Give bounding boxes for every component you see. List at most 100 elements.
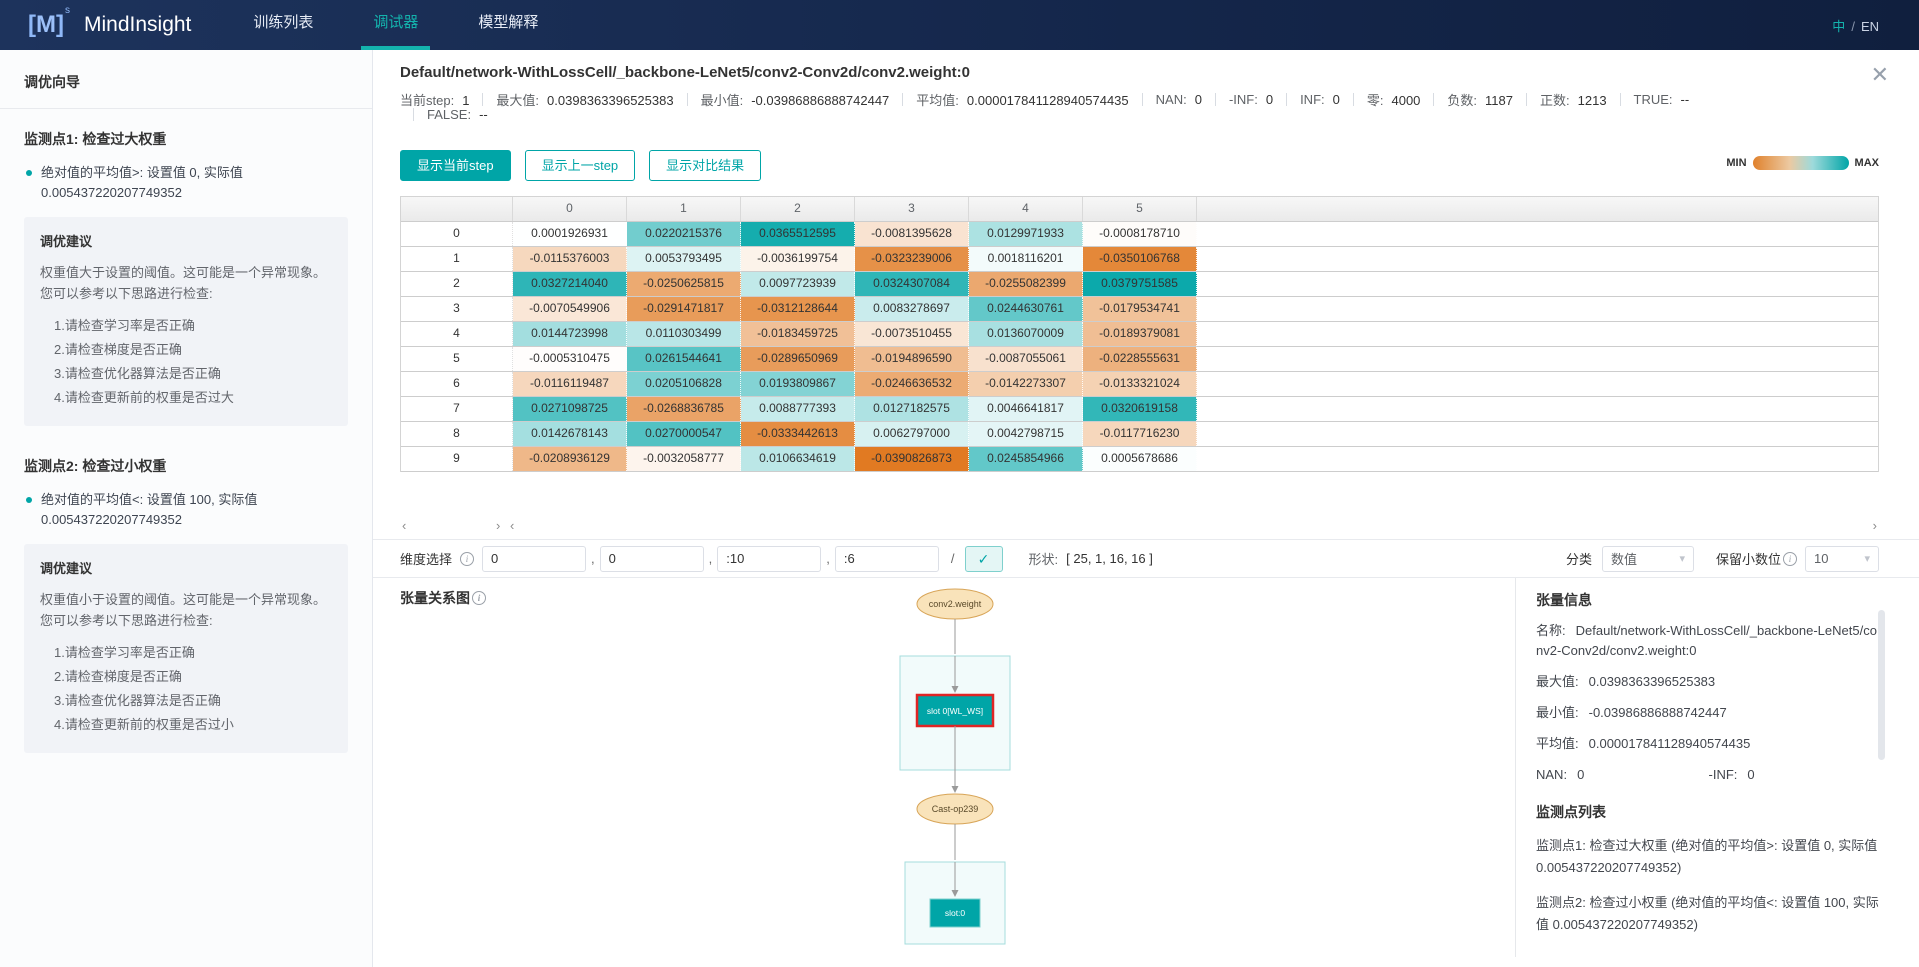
watchpoint-list-item: 监测点2: 检查过小权重 (绝对值的平均值<: 设置值 100, 实际值 0.0… — [1536, 895, 1879, 932]
legend-min-label: MIN — [1726, 157, 1747, 169]
advice-item: 3.请检查优化器算法是否正确 — [54, 693, 221, 708]
show-current-step-button[interactable]: 显示当前step — [400, 150, 511, 181]
advice-text: 权重值小于设置的阈值。这可能是一个异常现象。您可以参考以下思路进行检查: — [40, 592, 327, 628]
tab-debugger[interactable]: 调试器 — [361, 0, 431, 50]
table-row: 0 0.0001926931 0.0220215376 0.0365512595 -0.… — [401, 222, 1878, 247]
show-previous-step-button[interactable]: 显示上一step — [524, 150, 636, 181]
stat-separator — [1286, 93, 1288, 106]
info-icon[interactable]: i — [472, 591, 486, 605]
watchpoint-condition: 绝对值的平均值<: 设置值 100, 实际值 0.005437220207749… — [24, 490, 348, 530]
chevron-down-icon: ▾ — [1679, 553, 1685, 565]
tensor-cell: -0.0390826873 — [855, 447, 969, 471]
dimension-input-2[interactable] — [717, 545, 822, 572]
info-icon[interactable]: i — [1783, 551, 1797, 566]
category-select[interactable]: 数值 ▾ — [1601, 545, 1694, 572]
watchpoint-title: 监测点1: 检查过大权重 — [24, 131, 167, 147]
stat-value: 4000 — [1391, 93, 1421, 108]
info-label: -INF: — [1708, 767, 1738, 782]
info-value: 0.000017841128940574435 — [1588, 736, 1751, 751]
lang-en[interactable]: EN — [1860, 18, 1879, 34]
info-label: 最大值: — [1536, 674, 1579, 689]
tab-train-list[interactable]: 训练列表 — [253, 14, 314, 31]
lang-zh[interactable]: 中 — [1832, 18, 1846, 34]
decimal-places-select[interactable]: 10 ▾ — [1805, 545, 1879, 572]
navbar: [M] s MindInsight 训练列表 调试器 模型解释 中 / EN — [0, 0, 1919, 50]
stat-item: NAN: 0 — [1156, 92, 1202, 107]
sidebar-title: 调优向导 — [24, 74, 80, 90]
table-row-filler — [1197, 397, 1878, 421]
watchpoint-section-2: 监测点2: 检查过小权重 绝对值的平均值<: 设置值 100, 实际值 0.00… — [24, 456, 348, 753]
table-row-filler — [1197, 297, 1878, 321]
tensor-cell: -0.0194896590 — [855, 347, 969, 371]
tensor-cell: 0.0365512595 — [741, 222, 855, 246]
stat-item: 当前step: 1 — [400, 90, 469, 109]
logo-sup: s — [65, 5, 70, 16]
divider — [373, 577, 1919, 578]
show-compare-result-button[interactable]: 显示对比结果 — [649, 150, 762, 181]
stats-line-1: 当前step: 1 最大值: 0.0398363396525383 最小值: -0.039… — [400, 90, 1689, 109]
bottom-area: 张量关系图 i conv2.weight — [373, 578, 1919, 967]
table-row: 3 -0.0070549906 -0.0291471817 -0.0312128644… — [401, 297, 1878, 322]
table-row-filler — [1197, 447, 1878, 471]
tensor-cell: -0.0350106768 — [1083, 247, 1197, 271]
logo-m: M — [36, 11, 56, 38]
table-row-label: 7 — [401, 397, 513, 421]
advice-item: 2.请检查梯度是否正确 — [54, 342, 182, 357]
tensor-cell: -0.0289650969 — [741, 347, 855, 371]
stat-item: 零: 4000 — [1367, 90, 1421, 109]
scroll-left-icon[interactable]: ‹ — [510, 518, 515, 533]
stat-separator — [1214, 93, 1216, 106]
legend-max-label: MAX — [1854, 157, 1879, 169]
tensor-relation-graph-pane: 张量关系图 i conv2.weight — [400, 578, 1515, 967]
scrollbar-thumb[interactable] — [1878, 610, 1885, 760]
scroll-left-icon[interactable]: ‹ — [402, 518, 407, 533]
table-row-filler — [1197, 247, 1878, 271]
stat-value: 1187 — [1485, 93, 1513, 108]
stat-value: 1 — [462, 93, 470, 108]
scroll-right-icon[interactable]: › — [1872, 518, 1877, 533]
advice-item-list: 1.请检查学习率是否正确 2.请检查梯度是否正确 3.请检查优化器算法是否正确 4.请… — [40, 641, 332, 737]
dimension-confirm-button[interactable]: ✓ — [964, 545, 1003, 572]
tensor-info-title: 张量信息 — [1536, 592, 1592, 608]
tensor-cell: -0.0005310475 — [513, 347, 627, 371]
info-icon[interactable]: i — [460, 551, 475, 566]
dimension-input-0[interactable] — [482, 545, 587, 572]
nav-tabs: 训练列表 调试器 模型解释 — [223, 0, 568, 50]
tensor-cell: 0.0136070009 — [969, 322, 1083, 346]
advice-item-list: 1.请检查学习率是否正确 2.请检查梯度是否正确 3.请检查优化器算法是否正确 4.请… — [40, 314, 332, 410]
tensor-info-name-row: 名称: Default/network-WithLossCell/_backbon… — [1536, 621, 1881, 661]
table-column-header: 1 — [627, 197, 741, 221]
tensor-title: Default/network-WithLossCell/_backbone-L… — [400, 64, 970, 81]
tuning-guide-sidebar: 调优向导 监测点1: 检查过大权重 绝对值的平均值>: 设置值 0, 实际值 0… — [0, 50, 373, 967]
advice-title: 调优建议 — [40, 561, 93, 576]
table-column-header: 3 — [855, 197, 969, 221]
tab-model-explanation[interactable]: 模型解释 — [478, 14, 539, 31]
tensor-cell: -0.0179534741 — [1083, 297, 1197, 321]
language-switch: 中 / EN — [1832, 16, 1879, 35]
tensor-cell: -0.0291471817 — [627, 297, 741, 321]
graph-node-slot2-label: slot:0 — [945, 908, 966, 918]
dimension-input-3[interactable] — [834, 545, 939, 572]
advice-item: 2.请检查梯度是否正确 — [54, 669, 182, 684]
watchpoint-condition: 绝对值的平均值>: 设置值 0, 实际值 0.00543722020774935… — [24, 163, 348, 203]
graph-node-slot2[interactable] — [929, 898, 981, 928]
advice-box: 调优建议 权重值大于设置的阈值。这可能是一个异常现象。您可以参考以下思路进行检查… — [24, 217, 348, 426]
advice-item: 3.请检查优化器算法是否正确 — [54, 366, 221, 381]
table-row: 8 0.0142678143 0.0270000547 -0.0333442613 0.… — [401, 422, 1878, 447]
scroll-right-icon[interactable]: › — [496, 518, 501, 533]
info-value: Default/network-WithLossCell/_backbone-L… — [1536, 623, 1877, 658]
tensor-info-nan-row: NAN: 0 -INF: 0 — [1536, 767, 1881, 782]
tensor-cell: 0.0062797000 — [855, 422, 969, 446]
tensor-cell: 0.0379751585 — [1083, 272, 1197, 296]
table-row: 6 -0.0116119487 0.0205106828 0.0193809867 -0… — [401, 372, 1878, 397]
tensor-cell: -0.0250625815 — [627, 272, 741, 296]
tensor-cell: -0.0255082399 — [969, 272, 1083, 296]
tensor-cell: 0.0271098725 — [513, 397, 627, 421]
close-icon[interactable]: ✕ — [1870, 62, 1889, 87]
bullet-dot-icon — [26, 170, 32, 176]
graph-node-slot-selected[interactable] — [915, 693, 995, 728]
tensor-relation-graph: conv2.weight slot 0[WL_WS] Cast-op239 — [899, 588, 1011, 945]
dimension-input-1[interactable] — [599, 545, 704, 572]
table-row-filler — [1197, 422, 1878, 446]
